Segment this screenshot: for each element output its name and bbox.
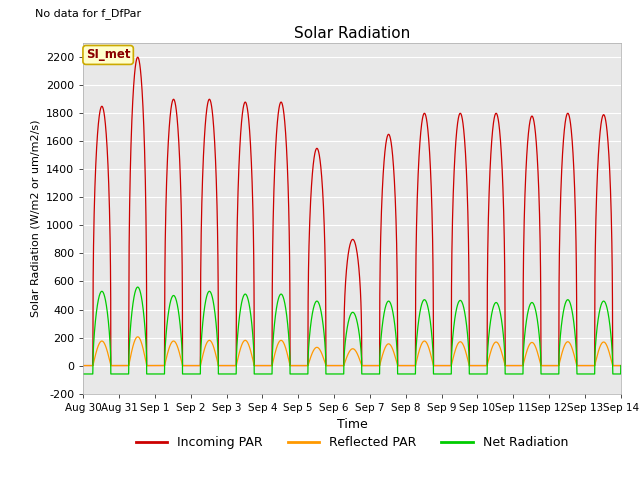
Title: Solar Radiation: Solar Radiation — [294, 25, 410, 41]
Y-axis label: Solar Radiation (W/m2 or um/m2/s): Solar Radiation (W/m2 or um/m2/s) — [30, 120, 40, 317]
Legend: Incoming PAR, Reflected PAR, Net Radiation: Incoming PAR, Reflected PAR, Net Radiati… — [131, 431, 573, 454]
X-axis label: Time: Time — [337, 418, 367, 431]
Text: SI_met: SI_met — [86, 48, 131, 61]
Text: No data for f_DfPar: No data for f_DfPar — [35, 8, 141, 19]
